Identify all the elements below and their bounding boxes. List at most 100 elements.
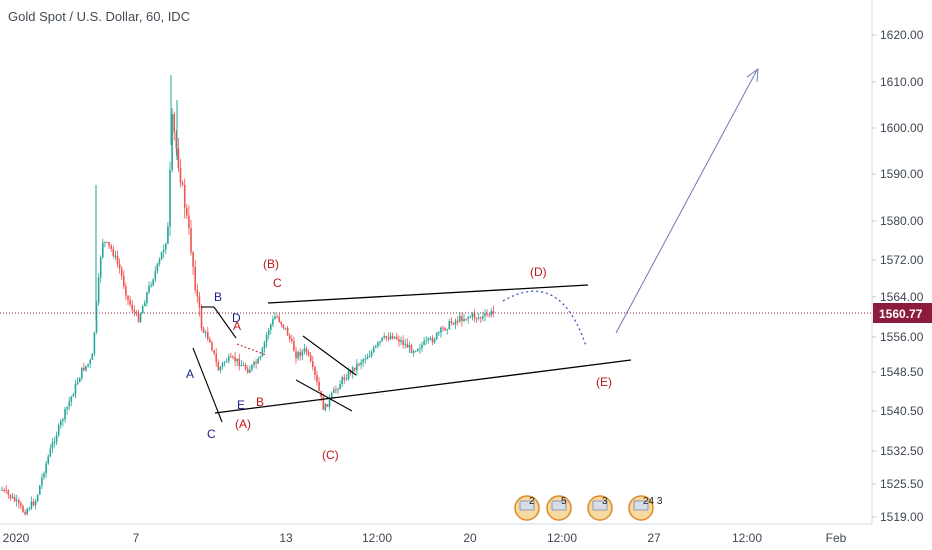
candles-layer xyxy=(1,75,495,516)
candle-body xyxy=(53,442,56,444)
candle-body xyxy=(450,321,453,324)
wave-label-d-blue: D xyxy=(232,311,241,325)
candle-body xyxy=(377,342,379,346)
candle-body xyxy=(15,500,18,502)
candle-body xyxy=(207,332,209,340)
wave-a-channel-right[interactable] xyxy=(213,306,237,339)
candle-body xyxy=(242,364,245,366)
candle-body xyxy=(51,442,54,449)
candle-body xyxy=(261,348,264,357)
candle-body xyxy=(66,406,68,410)
event-badge[interactable]: 24 3 xyxy=(628,495,663,521)
candle-body xyxy=(129,299,131,305)
candle-body xyxy=(326,404,329,407)
candle-body xyxy=(43,473,45,478)
candle-body xyxy=(72,394,75,397)
candle-body xyxy=(454,320,457,325)
candle-body xyxy=(314,366,316,375)
time-tick-label: 12:00 xyxy=(732,531,762,545)
wave-a-channel-left[interactable] xyxy=(192,347,223,423)
wave-label-c-blue: C xyxy=(207,427,216,441)
candle-body xyxy=(389,335,392,340)
candle-body xyxy=(133,310,136,313)
upper-triangle-line[interactable] xyxy=(267,284,589,304)
lower-triangle-line[interactable] xyxy=(214,359,632,414)
candle-body xyxy=(278,316,280,322)
candle-body xyxy=(297,352,299,359)
candle-body xyxy=(175,132,178,149)
candle-body xyxy=(402,340,404,345)
candle-body xyxy=(173,114,175,133)
candle-body xyxy=(3,489,5,491)
flag-field-icon xyxy=(551,500,567,511)
candle-body xyxy=(141,306,144,314)
price-tick-label: 1600.00 xyxy=(880,121,924,135)
candle-body xyxy=(223,362,226,364)
candle-body xyxy=(219,366,222,371)
candle-body xyxy=(387,337,390,340)
price-tick-label: 1620.00 xyxy=(880,28,924,42)
candle-body xyxy=(232,356,234,358)
price-tick-label: 1556.00 xyxy=(880,330,924,344)
candle-body xyxy=(196,289,199,297)
candle-body xyxy=(286,327,289,336)
candle-body xyxy=(158,259,161,264)
candle-body xyxy=(312,361,314,367)
wave-c-channel-bottom[interactable] xyxy=(295,379,353,412)
candle-body xyxy=(360,362,362,365)
wave-label-e-blue: E xyxy=(237,398,245,412)
candle-body xyxy=(181,182,184,185)
candle-body xyxy=(448,321,451,330)
candle-body xyxy=(78,378,81,383)
candle-body xyxy=(339,384,341,390)
price-tick-label: 1525.50 xyxy=(880,477,924,491)
candle-body xyxy=(30,501,33,509)
breakout-arrow-line[interactable] xyxy=(615,69,758,334)
candle-body xyxy=(328,397,331,407)
candle-body xyxy=(238,358,241,367)
candle-body xyxy=(144,302,146,307)
candle-body xyxy=(11,496,14,499)
candle-body xyxy=(104,241,106,243)
candle-body xyxy=(240,364,243,367)
candle-body xyxy=(135,312,138,314)
candle-body xyxy=(85,365,87,371)
chart-title: Gold Spot / U.S. Dollar, 60, IDC xyxy=(8,9,190,24)
candle-body xyxy=(421,344,423,349)
candle-body xyxy=(47,456,49,464)
event-badge[interactable]: 3 xyxy=(587,495,613,521)
candle-body xyxy=(194,267,196,290)
time-tick-label: 13 xyxy=(279,531,293,545)
candle-body xyxy=(282,324,285,328)
candle-body xyxy=(366,356,369,360)
wave-c-channel-top[interactable] xyxy=(302,335,357,376)
candle-body xyxy=(379,341,381,343)
candle-body xyxy=(456,320,459,322)
candle-body xyxy=(162,249,165,252)
candle-body xyxy=(480,317,482,319)
event-badge[interactable]: 5 xyxy=(546,495,572,521)
price-tick-label: 1532.50 xyxy=(880,444,924,458)
candle-body xyxy=(204,332,207,334)
wave-d-projection-curve[interactable] xyxy=(502,290,587,347)
candle-body xyxy=(324,404,327,410)
last-price-label: 1560.77 xyxy=(879,307,923,321)
time-axis[interactable]: 2020 7 13 12:00 20 12:00 27 12:00 Feb xyxy=(3,531,847,545)
candle-body xyxy=(114,255,117,257)
candle-body xyxy=(244,364,247,369)
price-axis[interactable]: 1620.00 1610.00 1600.00 1590.00 1580.00 1572.… xyxy=(872,28,924,524)
candle-body xyxy=(198,296,201,308)
candle-body xyxy=(484,313,486,317)
candle-body xyxy=(123,275,125,287)
price-tick-label: 1572.00 xyxy=(880,253,924,267)
event-count-label: 5 xyxy=(561,496,567,507)
event-badge[interactable]: 2 xyxy=(514,495,540,521)
candle-body xyxy=(295,351,297,359)
candle-body xyxy=(276,316,278,318)
candle-body xyxy=(49,448,52,457)
candle-body xyxy=(429,338,432,340)
candle-body xyxy=(362,359,364,363)
candle-body xyxy=(385,336,388,338)
candle-body xyxy=(280,321,283,325)
